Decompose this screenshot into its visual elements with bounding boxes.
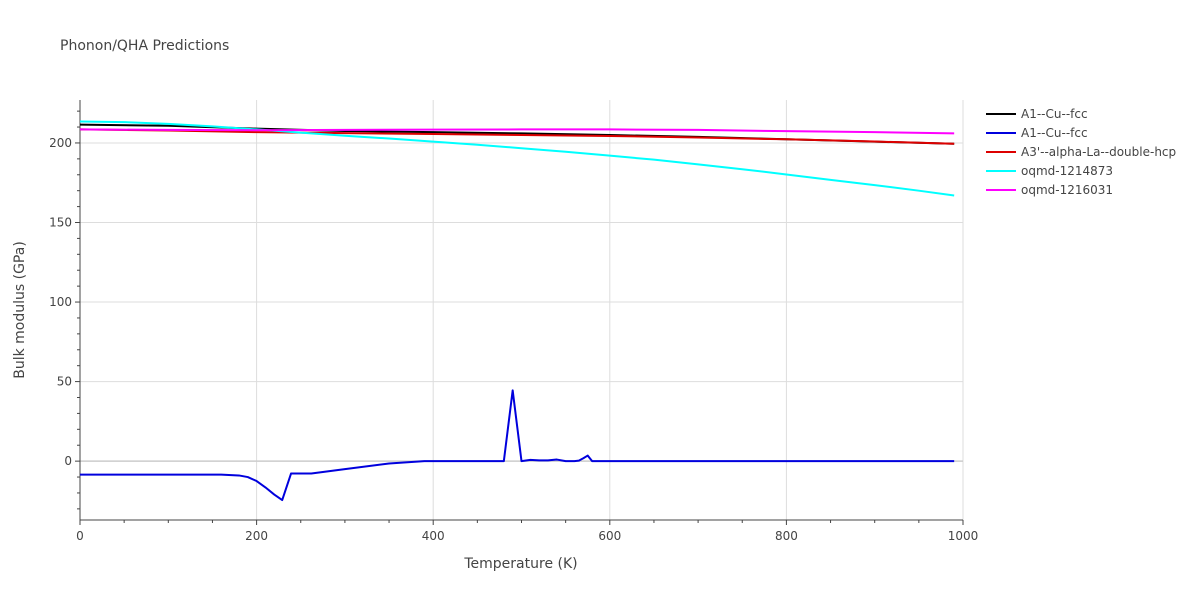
legend-item-2[interactable]: A3'--alpha-La--double-hcp — [986, 145, 1176, 159]
series-line-3 — [79, 120, 955, 197]
legend-item-1[interactable]: A1--Cu--fcc — [986, 126, 1088, 140]
y-tick-label: 150 — [49, 216, 72, 230]
series-line-2 — [79, 128, 955, 145]
plot-area — [79, 120, 955, 502]
legend-label: A1--Cu--fcc — [1021, 126, 1088, 140]
series-line-4 — [79, 128, 955, 135]
x-tick-label: 1000 — [948, 529, 979, 543]
legend-item-3[interactable]: oqmd-1214873 — [986, 164, 1113, 178]
x-tick-label: 800 — [775, 529, 798, 543]
x-tick-label: 200 — [245, 529, 268, 543]
y-tick-label: 100 — [49, 295, 72, 309]
legend-label: oqmd-1216031 — [1021, 183, 1113, 197]
axes: 0 200 400 600 800 1000 0 50 100 150 200 — [49, 100, 978, 543]
x-tick-label: 400 — [422, 529, 445, 543]
y-tick-label: 50 — [57, 375, 72, 389]
legend-item-0[interactable]: A1--Cu--fcc — [986, 107, 1088, 121]
legend-item-4[interactable]: oqmd-1216031 — [986, 183, 1113, 197]
legend-label: A1--Cu--fcc — [1021, 107, 1088, 121]
x-tick-label: 0 — [76, 529, 84, 543]
x-tick-label: 600 — [598, 529, 621, 543]
legend[interactable]: A1--Cu--fcc A1--Cu--fcc A3'--alpha-La--dou… — [986, 107, 1176, 197]
y-tick-label: 200 — [49, 136, 72, 150]
series-line-1 — [80, 389, 955, 502]
chart-title: Phonon/QHA Predictions — [60, 38, 229, 54]
x-axis-title: Temperature (K) — [463, 556, 577, 572]
legend-label: A3'--alpha-La--double-hcp — [1021, 145, 1176, 159]
y-axis-title: Bulk modulus (GPa) — [12, 241, 28, 379]
legend-label: oqmd-1214873 — [1021, 164, 1113, 178]
y-tick-label: 0 — [64, 454, 72, 468]
